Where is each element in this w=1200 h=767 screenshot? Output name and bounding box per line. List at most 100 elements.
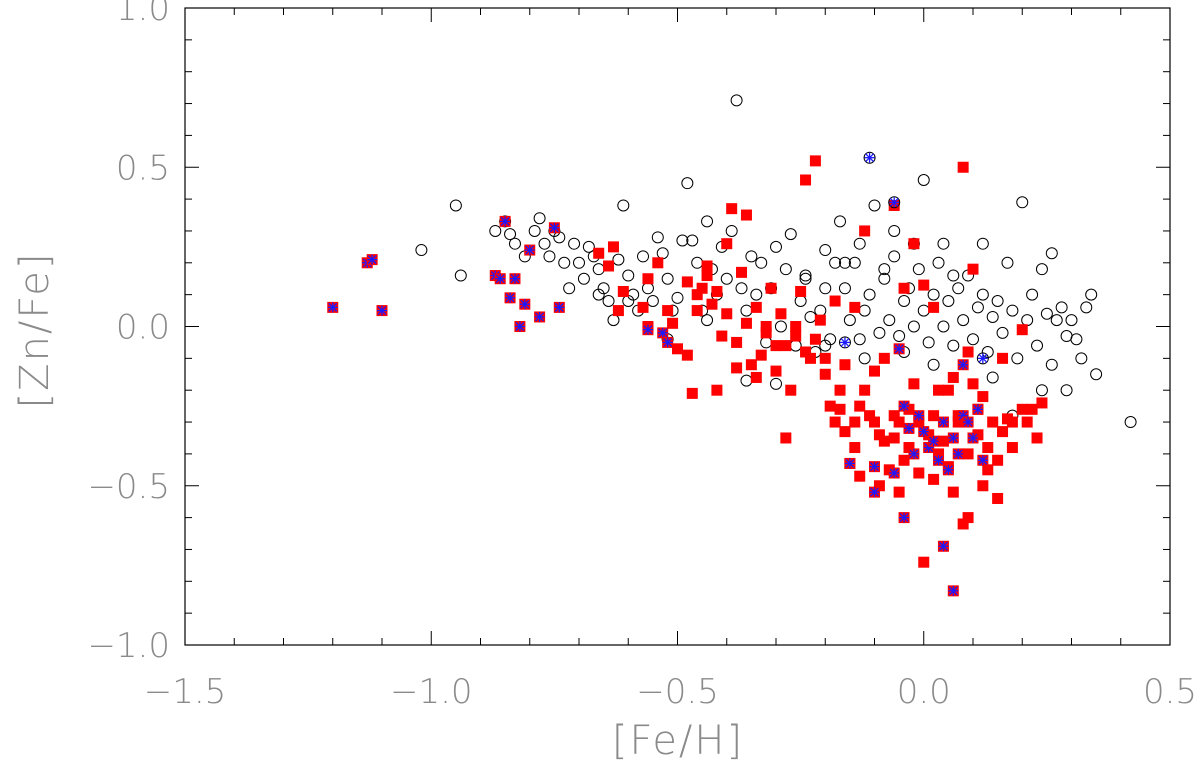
- data-point-filled-square: [662, 305, 674, 317]
- data-point-square-cross: [967, 432, 979, 444]
- data-point-filled-square: [721, 238, 733, 250]
- data-point-open-circle: [883, 314, 896, 327]
- data-point-open-circle: [927, 358, 940, 371]
- data-point-open-circle: [937, 320, 950, 333]
- data-point-open-circle: [853, 237, 866, 250]
- data-point-open-circle: [952, 282, 965, 295]
- data-point-filled-square: [1026, 403, 1038, 415]
- data-point-square-cross: [962, 416, 974, 428]
- data-point-square-cross: [908, 448, 920, 460]
- data-point-open-circle: [454, 269, 467, 282]
- data-point-open-circle: [981, 345, 994, 358]
- data-point-filled-square: [893, 486, 905, 498]
- data-point-circle-cross: [838, 336, 851, 349]
- data-point-square-cross: [918, 426, 930, 438]
- data-point-open-circle: [720, 272, 733, 285]
- data-point-filled-square: [745, 359, 757, 371]
- data-point-square-cross: [937, 416, 949, 428]
- data-point-open-circle: [641, 282, 654, 295]
- data-point-filled-square: [691, 305, 703, 317]
- data-point-open-circle: [922, 336, 935, 349]
- data-point-filled-square: [809, 155, 821, 167]
- data-point-open-circle: [612, 253, 625, 266]
- data-point-open-circle: [947, 339, 960, 352]
- x-axis-label: [Fe/H]: [612, 718, 744, 764]
- data-point-filled-square: [770, 365, 782, 377]
- data-point-filled-square: [642, 273, 654, 285]
- data-point-open-circle: [1050, 314, 1063, 327]
- data-point-open-circle: [533, 212, 546, 225]
- data-point-square-cross: [903, 422, 915, 434]
- data-point-open-circle: [932, 256, 945, 269]
- data-point-open-circle: [661, 272, 674, 285]
- data-point-open-circle: [681, 177, 694, 190]
- data-point-open-circle: [701, 215, 714, 228]
- data-point-open-circle: [597, 282, 610, 295]
- data-point-filled-square: [593, 247, 605, 259]
- data-point-filled-square: [962, 512, 974, 524]
- data-point-square-cross: [519, 298, 531, 310]
- data-point-open-circle: [789, 339, 802, 352]
- data-point-filled-square: [716, 330, 728, 342]
- data-point-filled-square: [869, 416, 880, 428]
- data-point-filled-square: [795, 285, 807, 297]
- data-point-filled-square: [873, 429, 885, 441]
- data-point-open-circle: [1045, 247, 1058, 260]
- data-point-filled-square: [711, 285, 723, 297]
- data-point-square-cross: [952, 448, 964, 460]
- data-point-open-circle: [1060, 330, 1073, 343]
- data-point-filled-square: [933, 448, 945, 460]
- data-point-open-circle: [1090, 368, 1103, 381]
- data-point-open-circle: [750, 288, 763, 301]
- data-point-filled-square: [947, 486, 959, 498]
- data-point-open-circle: [740, 304, 753, 317]
- data-point-open-circle: [947, 269, 960, 282]
- data-point-filled-square: [928, 473, 940, 485]
- data-point-open-circle: [1035, 384, 1048, 397]
- data-point-open-circle: [568, 237, 581, 250]
- data-point-open-circle: [1055, 301, 1068, 314]
- data-point-open-circle: [701, 314, 714, 327]
- data-point-filled-square: [918, 279, 930, 291]
- data-point-square-cross: [548, 222, 560, 234]
- data-point-filled-square: [800, 346, 812, 358]
- data-point-filled-square: [962, 346, 974, 358]
- data-point-filled-square: [824, 400, 836, 412]
- data-point-filled-square: [691, 289, 703, 301]
- data-point-filled-square: [780, 340, 792, 352]
- data-point-open-circle: [893, 330, 906, 343]
- data-point-square-cross: [657, 327, 669, 339]
- data-point-open-circle: [1011, 352, 1024, 365]
- data-point-open-circle: [651, 231, 664, 244]
- data-point-open-circle: [686, 234, 699, 247]
- data-point-open-circle: [646, 295, 659, 308]
- y-tick-label: 0.5: [116, 148, 170, 188]
- data-point-open-circle: [1016, 196, 1029, 209]
- data-point-filled-square: [977, 480, 989, 492]
- data-point-filled-square: [607, 241, 619, 253]
- x-tick-label: −1.0: [390, 672, 473, 712]
- data-point-open-circle: [1040, 307, 1053, 320]
- data-point-open-circle: [779, 263, 792, 276]
- data-point-filled-square: [834, 384, 846, 396]
- data-point-open-circle: [1085, 288, 1098, 301]
- data-point-filled-square: [888, 432, 900, 444]
- data-point-open-circle: [725, 224, 738, 237]
- data-point-square-cross: [942, 464, 954, 476]
- data-point-square-cross: [947, 585, 959, 597]
- data-point-open-circle: [991, 295, 1004, 308]
- data-point-open-circle: [415, 244, 428, 257]
- data-point-square-cross: [898, 400, 910, 412]
- data-point-filled-square: [997, 352, 1009, 364]
- data-point-filled-square: [898, 282, 910, 294]
- data-point-open-circle: [976, 237, 989, 250]
- data-point-open-circle: [740, 374, 753, 387]
- data-point-open-circle: [770, 240, 782, 253]
- data-point-square-cross: [662, 336, 674, 348]
- data-point-open-circle: [1075, 352, 1088, 365]
- data-point-square-cross: [937, 540, 949, 552]
- data-point-filled-square: [1031, 432, 1043, 444]
- x-tick-label: −0.5: [636, 672, 719, 712]
- data-point-open-circle: [1021, 314, 1034, 327]
- data-point-filled-square: [672, 343, 683, 355]
